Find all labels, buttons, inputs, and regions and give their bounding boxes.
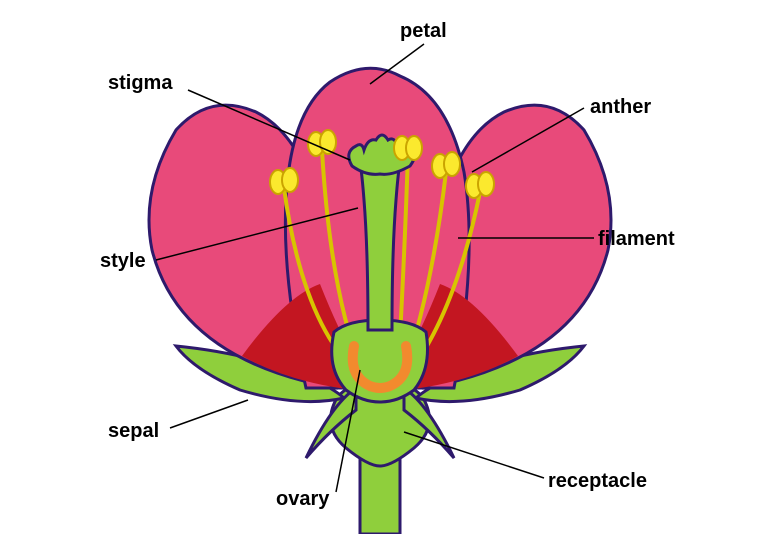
label-petal: petal bbox=[400, 20, 447, 43]
label-stigma: stigma bbox=[108, 72, 172, 95]
anther-3 bbox=[394, 136, 422, 160]
label-anther: anther bbox=[590, 96, 651, 119]
flower-diagram: petal stigma anther filament style sepal… bbox=[0, 0, 768, 534]
anther-1 bbox=[270, 168, 298, 194]
label-sepal: sepal bbox=[108, 420, 159, 443]
line-receptacle bbox=[404, 432, 544, 478]
label-receptacle: receptacle bbox=[548, 470, 647, 493]
anther-4 bbox=[432, 152, 460, 178]
label-filament: filament bbox=[598, 228, 675, 251]
anther-5 bbox=[466, 172, 494, 198]
label-style: style bbox=[100, 250, 146, 273]
label-ovary: ovary bbox=[276, 488, 329, 511]
line-sepal bbox=[170, 400, 248, 428]
